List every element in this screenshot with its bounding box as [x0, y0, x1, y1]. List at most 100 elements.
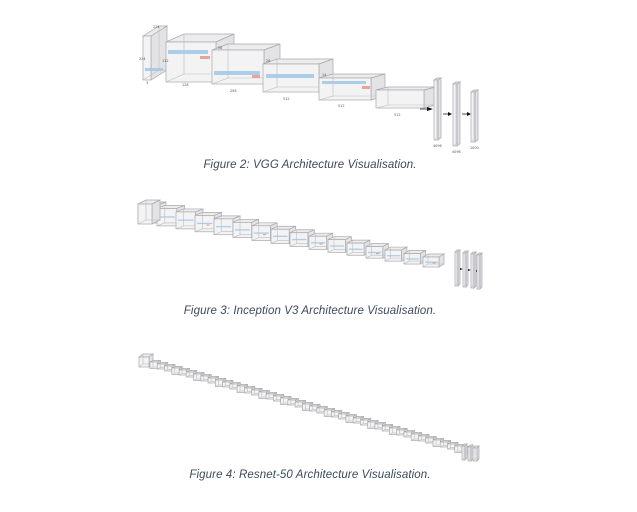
inception-band-14	[387, 255, 401, 257]
inception-accent-4	[206, 224, 210, 226]
vgg-label-l1: 128	[182, 83, 188, 87]
vgg-fc-2	[451, 81, 462, 147]
vgg-accent-2	[252, 75, 260, 78]
inception-fc-3	[470, 251, 477, 289]
resnet-output	[472, 445, 480, 462]
vgg-conv-band-4	[322, 81, 366, 84]
vgg-block-3	[262, 58, 334, 93]
vgg-block-5	[375, 86, 437, 109]
vgg-label-input-w: 224	[153, 25, 159, 29]
inception-band-5	[216, 226, 232, 228]
inception-band-15	[406, 258, 420, 260]
resnet-input-block-front	[138, 356, 150, 368]
vgg-arrow-3	[467, 112, 471, 116]
inception-figure: Figure 3: Inception V3 Architecture Visu…	[137, 199, 483, 317]
inception-fc-1-front	[454, 251, 459, 287]
inception-input-block	[137, 199, 161, 225]
resnet-fc-2	[467, 444, 474, 462]
resnet-fc-2-front	[467, 446, 472, 462]
resnet-block-40-front	[432, 439, 441, 447]
inception-band-7	[254, 232, 269, 234]
resnet-caption: Figure 4: Resnet-50 Architecture Visuali…	[189, 469, 431, 481]
inception-band-12	[349, 248, 363, 250]
vgg-fc-2-front	[452, 83, 458, 147]
vgg-fc-3-label: 1000	[470, 146, 479, 150]
resnet-block-7-front	[193, 373, 202, 381]
resnet-block-25-front	[323, 409, 332, 417]
resnet-figure: Figure 4: Resnet-50 Architecture Visuali…	[137, 353, 480, 481]
inception-fc-4	[476, 252, 483, 290]
vgg-fc-1-label: 4096	[433, 144, 442, 148]
vgg-input-block-front	[142, 35, 152, 81]
inception-band-3	[178, 219, 194, 221]
resnet-fc-1-front	[461, 445, 466, 461]
inception-fc-2-front	[462, 252, 467, 288]
inception-accent-16	[432, 262, 436, 264]
resnet-block-4-front	[171, 367, 180, 375]
resnet-fc-1	[461, 443, 468, 461]
vgg-figure: 224 224 3 128 112 256 56 512 28 512 14 512 4096 4096 1…	[0, 0, 637, 180]
inception-band-16	[425, 261, 438, 263]
resnet-block-22-front	[302, 403, 311, 411]
vgg-fc-3	[469, 89, 480, 143]
inception-module-9	[289, 229, 315, 248]
vgg-input-block	[141, 25, 169, 81]
vgg-label-l4: 512	[338, 104, 344, 108]
vgg-conv-band-3	[266, 74, 314, 78]
vgg-label-input-c: 3	[146, 81, 148, 85]
vgg-label-input-h: 224	[139, 57, 145, 61]
inception-accent-13	[376, 252, 380, 255]
vgg-label-s4: 14	[322, 73, 326, 77]
vgg-block-2-front	[211, 49, 265, 85]
vgg-accent-1	[200, 56, 210, 59]
vgg-label-l2: 256	[230, 89, 236, 93]
vgg-label-s1: 112	[162, 59, 168, 63]
vgg-label-s2: 56	[218, 46, 222, 50]
resnet-block-28-front	[345, 415, 354, 423]
vgg-fc-2-label: 4096	[452, 150, 461, 154]
inception-architecture-diagram	[137, 199, 483, 290]
resnet-block-31-front	[367, 421, 376, 429]
vgg-conv-band-0	[145, 68, 163, 71]
inception-arrow-1	[460, 268, 463, 270]
resnet-block-34-front	[389, 427, 398, 435]
resnet-block-1-front	[149, 361, 158, 369]
inception-band-10	[311, 242, 326, 244]
inception-arrow-2	[468, 269, 471, 271]
inception-band-2	[159, 216, 175, 218]
inception-fc-1	[454, 249, 461, 287]
inception-band-9	[292, 238, 307, 241]
resnet-block-37-front	[410, 433, 420, 441]
vgg-label-l5: 512	[394, 113, 400, 117]
vgg-accent-4	[362, 86, 370, 89]
resnet-block-43-front	[454, 445, 463, 453]
inception-input-block-front	[137, 203, 153, 225]
vgg-block-1-front	[165, 41, 217, 83]
inception-band-4	[197, 222, 213, 225]
inception-band-8	[273, 235, 288, 237]
vgg-label-s3: 28	[266, 59, 270, 63]
resnet-architecture-diagram	[137, 353, 480, 462]
inception-accent-10	[319, 243, 323, 245]
inception-band-13	[368, 251, 382, 254]
vgg-fc-1	[432, 77, 443, 141]
inception-caption: Figure 3: Inception V3 Architecture Visu…	[183, 305, 437, 317]
vgg-conv-band-2	[214, 71, 260, 75]
vgg-conv-band-1	[168, 50, 208, 54]
vgg-arrow-2	[448, 112, 452, 116]
inception-fc-2	[462, 250, 469, 288]
vgg-arrow-1	[427, 107, 433, 111]
inception-band-6	[235, 229, 250, 231]
vgg-fc-1-front	[433, 79, 439, 141]
vgg-architecture-diagram: 224 224 3 128 112 256 56 512 28 512 14 512 4096 4096 1…	[139, 25, 480, 154]
resnet-block-16-front	[258, 391, 267, 399]
inception-band-11	[330, 245, 344, 247]
inception-fc-3-front	[470, 253, 475, 289]
resnet-block-10-front	[214, 379, 224, 387]
resnet-block-19-front	[280, 397, 289, 405]
inception-accent-7	[263, 233, 267, 236]
vgg-label-l3: 512	[283, 97, 289, 101]
vgg-caption: Figure 2: VGG Architecture Visualisation…	[203, 159, 417, 171]
vgg-fc-3-front	[470, 91, 476, 143]
resnet-block-13-front	[236, 385, 245, 393]
